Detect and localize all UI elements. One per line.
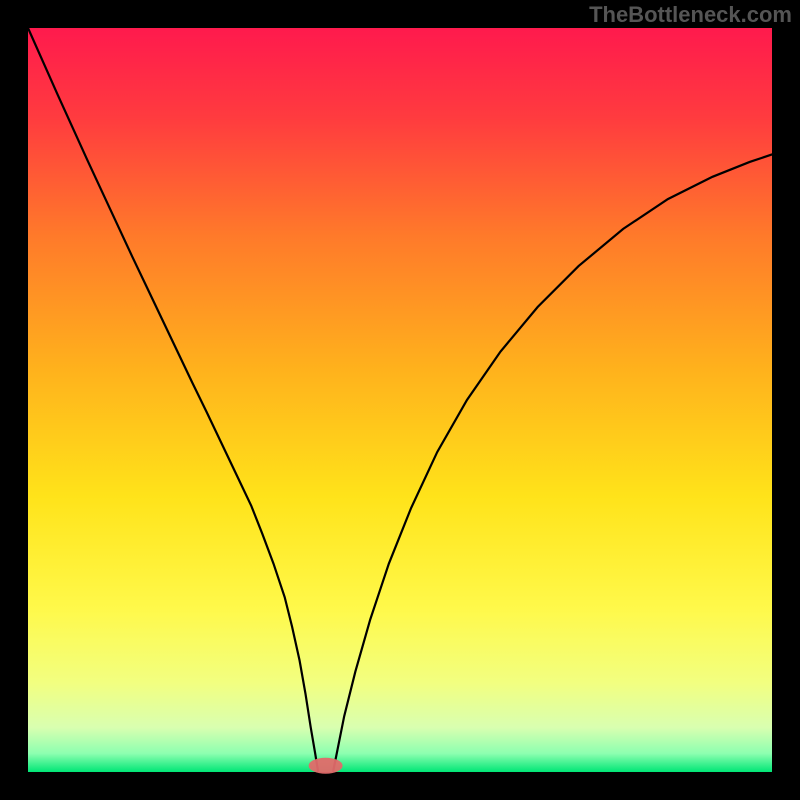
watermark-text: TheBottleneck.com — [589, 2, 792, 27]
chart-plot-background — [28, 28, 772, 772]
bottleneck-chart: TheBottleneck.com — [0, 0, 800, 800]
chart-svg: TheBottleneck.com — [0, 0, 800, 800]
minimum-marker — [309, 758, 343, 774]
